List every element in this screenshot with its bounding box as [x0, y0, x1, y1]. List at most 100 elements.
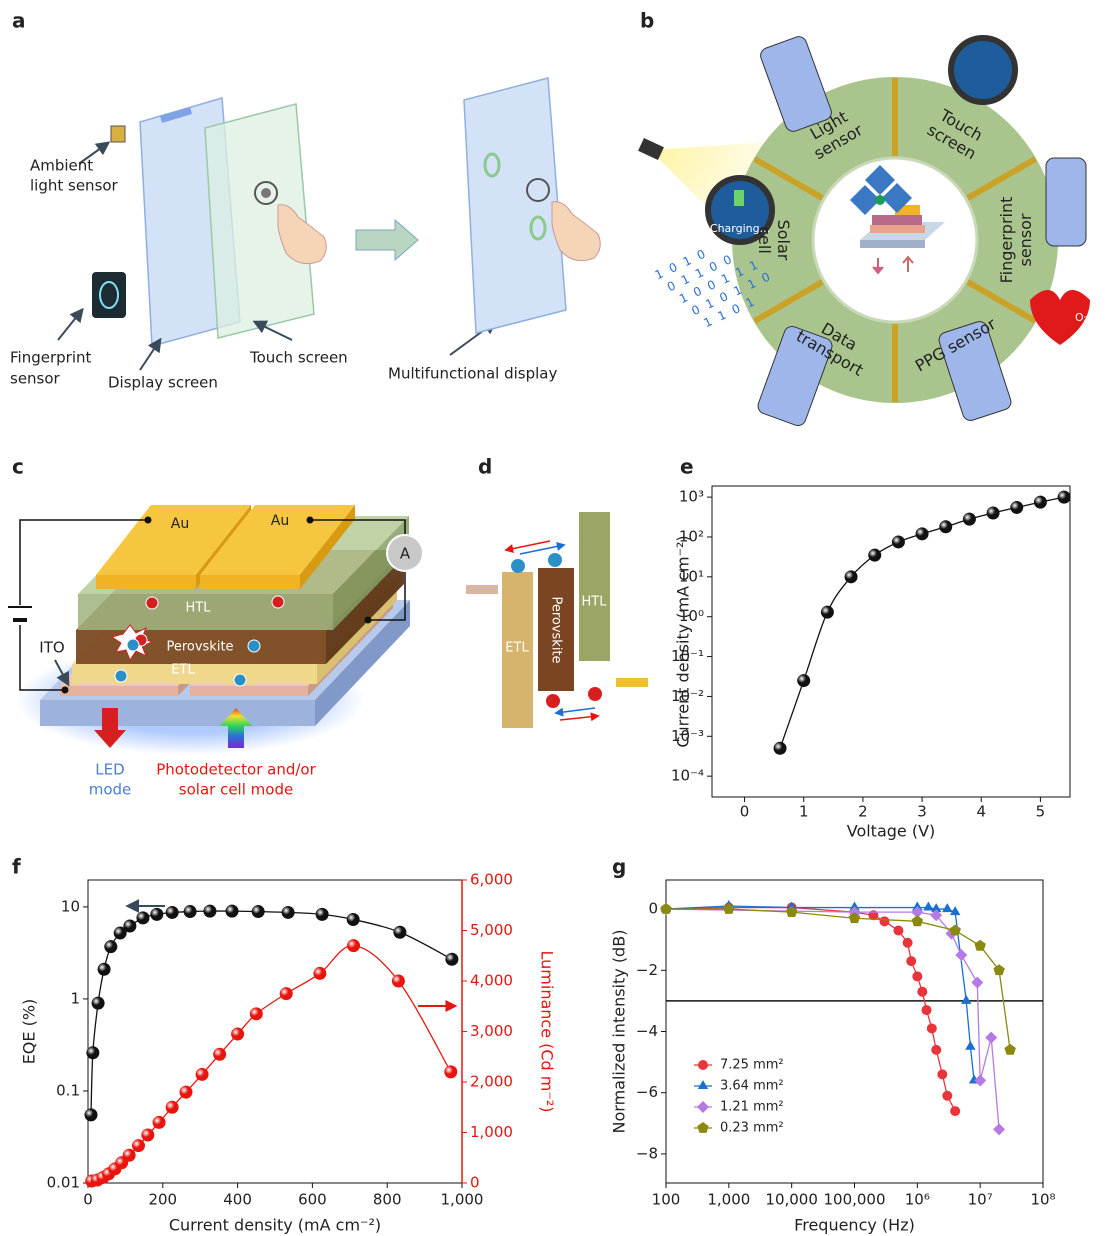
x-tick-label: 2	[858, 803, 868, 821]
point	[912, 915, 923, 926]
x-tick-label: 10,000	[765, 1191, 818, 1209]
point	[136, 911, 149, 924]
legend-marker	[698, 1060, 708, 1070]
point	[1058, 491, 1071, 504]
label: ETL	[171, 663, 195, 678]
point	[347, 939, 360, 952]
point	[965, 1041, 975, 1050]
point	[153, 1116, 166, 1129]
y-tick-label: −2	[636, 961, 658, 979]
sector-label: cell	[755, 226, 774, 254]
x-axis-label: Frequency (Hz)	[794, 1216, 915, 1235]
touch-icon	[261, 188, 271, 198]
carrier	[272, 596, 284, 608]
point	[950, 1106, 960, 1116]
x-tick-label: 200	[148, 1191, 177, 1209]
x-tick-label: 0	[740, 803, 750, 821]
label: Display screen	[108, 374, 218, 392]
point	[931, 1045, 941, 1055]
panel-label: f	[12, 855, 21, 879]
point	[86, 1046, 99, 1059]
point	[942, 1091, 952, 1101]
arrow	[560, 716, 598, 720]
panel-c: c AuAuAHTLPerovskiteETLITOLEDmodePhotode…	[8, 455, 423, 799]
x-tick-label: 1,000	[707, 1191, 750, 1209]
x-tick-label: 1	[799, 803, 809, 821]
point	[184, 905, 197, 918]
point	[282, 906, 295, 919]
battery	[734, 190, 744, 206]
point	[774, 742, 787, 755]
y-tick-label: 0.1	[56, 1081, 80, 1099]
label: Ambient	[30, 157, 93, 175]
pointer	[58, 310, 82, 340]
band-label: ETL	[505, 641, 529, 656]
point	[132, 1139, 145, 1152]
point	[84, 1108, 97, 1121]
panel-label: c	[12, 455, 24, 479]
y-tick-label: 1	[70, 989, 80, 1007]
panel-label: b	[640, 9, 654, 33]
series-line	[666, 908, 955, 1112]
watch	[951, 38, 1015, 102]
label: light sensor	[30, 177, 119, 195]
point	[660, 903, 671, 914]
label: solar cell mode	[179, 781, 293, 799]
y2-tick-label: 6,000	[470, 871, 513, 889]
point	[1004, 1044, 1016, 1055]
point	[98, 963, 111, 976]
point	[942, 903, 952, 912]
x-tick-label: 4	[976, 803, 986, 821]
point	[922, 1005, 932, 1015]
point	[971, 977, 983, 989]
htl-band	[579, 512, 610, 661]
x-tick-label: 100	[652, 1191, 681, 1209]
legend-marker	[697, 1101, 709, 1113]
carrier	[115, 670, 127, 682]
point	[347, 913, 360, 926]
point	[393, 926, 406, 939]
series-line	[91, 911, 452, 1115]
point	[917, 987, 927, 997]
point	[445, 953, 458, 966]
panel-label: e	[680, 455, 694, 479]
label: LED	[95, 761, 124, 779]
x-axis-label: Current density (mA cm⁻²)	[169, 1216, 381, 1235]
point	[313, 967, 326, 980]
y-tick-label: −8	[636, 1144, 658, 1162]
carrier	[234, 674, 246, 686]
panel-b: b Charging... O₂ 1 0 1 00 1 1 0 01 0 0 1…	[638, 9, 1090, 428]
contact	[365, 617, 372, 624]
carrier	[146, 597, 158, 609]
y-tick-label: 0.01	[47, 1174, 80, 1192]
layer-front	[96, 575, 196, 589]
carrier	[248, 640, 260, 652]
multifunctional-display-shape	[464, 78, 566, 333]
point	[250, 1007, 263, 1020]
x-axis-label: Voltage (V)	[847, 822, 936, 841]
arrow	[556, 708, 595, 713]
y-axis-label: EQE (%)	[20, 999, 39, 1065]
y2-tick-label: 4,000	[470, 972, 513, 990]
point	[916, 527, 929, 540]
layer-front	[60, 686, 178, 696]
point	[252, 905, 265, 918]
point	[937, 1069, 947, 1079]
band-label: Perovskite	[549, 596, 564, 663]
figure: a Ambient light sensor Fingerprint senso…	[0, 0, 1110, 1236]
y2-tick-label: 3,000	[470, 1022, 513, 1040]
panel-a: a Ambient light sensor Fingerprint senso…	[10, 9, 600, 392]
big-arrow	[356, 220, 418, 260]
carrier	[127, 639, 139, 651]
point	[444, 1065, 457, 1078]
hole	[546, 694, 560, 708]
y2-axis-label: Luminance (Cd m⁻²)	[538, 951, 557, 1113]
y2-tick-label: 1,000	[470, 1123, 513, 1141]
y-tick-label: 0	[648, 900, 658, 918]
y-tick-label: −4	[636, 1022, 658, 1040]
point	[985, 1032, 997, 1044]
label: Photodetector and/or	[156, 761, 316, 779]
point	[225, 905, 238, 918]
label: Fingerprint	[10, 349, 91, 367]
legend-label: 1.21 mm²	[720, 1100, 784, 1115]
